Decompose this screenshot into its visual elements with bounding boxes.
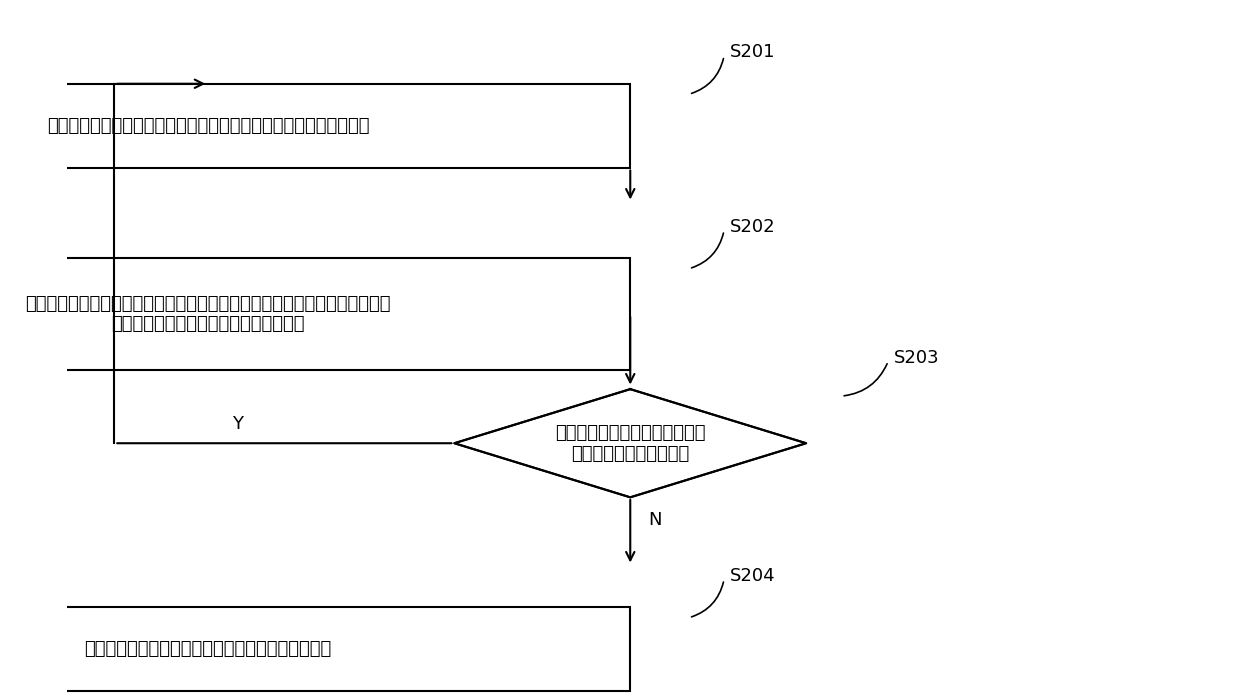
FancyBboxPatch shape	[0, 607, 630, 691]
Text: 根据所述计量数据、所述第一计量表的历史计量数据以及第一类型资源历史剩
余量，计算得到第一类型资源当前剩余量: 根据所述计量数据、所述第一计量表的历史计量数据以及第一类型资源历史剩 余量，计算…	[25, 295, 391, 334]
FancyBboxPatch shape	[0, 258, 630, 370]
FancyBboxPatch shape	[0, 84, 630, 168]
Text: S204: S204	[730, 567, 775, 585]
Text: 第一类型资源当前剩余量大于预
置的第一类型资源可用量: 第一类型资源当前剩余量大于预 置的第一类型资源可用量	[556, 424, 706, 463]
Text: S201: S201	[730, 43, 775, 61]
Text: S202: S202	[730, 218, 775, 236]
Polygon shape	[454, 389, 806, 497]
Text: N: N	[647, 511, 661, 529]
Text: 接收计量表集合中的第一计量表发送的对应第一类型资源的计量数据: 接收计量表集合中的第一计量表发送的对应第一类型资源的计量数据	[47, 117, 370, 135]
Text: 控制所述计量表集合中的至少一个计量表的阀门关闭: 控制所述计量表集合中的至少一个计量表的阀门关闭	[84, 640, 332, 658]
Text: S203: S203	[894, 349, 940, 366]
Text: Y: Y	[232, 415, 243, 433]
